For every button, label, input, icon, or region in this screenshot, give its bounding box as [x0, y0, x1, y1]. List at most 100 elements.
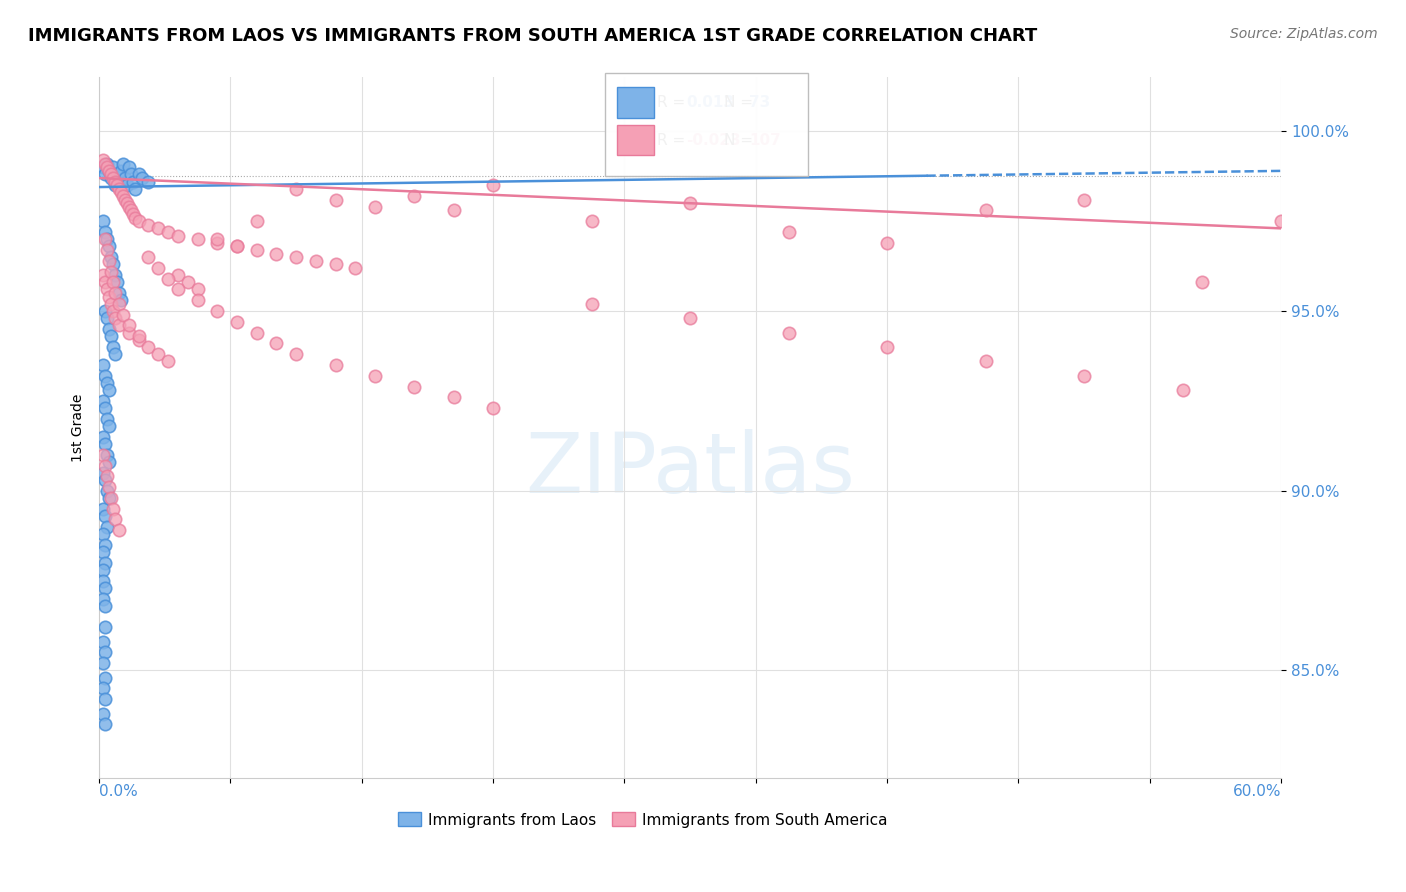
- Point: [94, 717, 117, 731]
- Point: [974, 203, 997, 218]
- Point: [876, 340, 898, 354]
- Text: N =: N =: [724, 133, 754, 147]
- Point: [246, 243, 269, 257]
- Point: [98, 491, 121, 505]
- Point: [98, 480, 121, 494]
- Point: [111, 189, 134, 203]
- Point: [94, 437, 117, 451]
- Point: [364, 200, 387, 214]
- Point: [96, 519, 118, 533]
- Point: [148, 347, 170, 361]
- Point: [91, 161, 114, 175]
- Point: [98, 253, 121, 268]
- Point: [974, 354, 997, 368]
- Point: [101, 340, 124, 354]
- Point: [104, 268, 127, 282]
- Point: [167, 268, 190, 282]
- Point: [157, 225, 180, 239]
- Point: [128, 329, 150, 343]
- Point: [404, 379, 426, 393]
- Text: 0.0%: 0.0%: [100, 784, 138, 799]
- Point: [98, 322, 121, 336]
- Point: [104, 175, 127, 189]
- Point: [108, 297, 131, 311]
- Point: [404, 189, 426, 203]
- Point: [101, 171, 124, 186]
- Point: [91, 706, 114, 721]
- Point: [91, 358, 114, 372]
- Point: [110, 293, 132, 308]
- Point: [91, 448, 114, 462]
- Point: [91, 393, 114, 408]
- Point: [131, 171, 153, 186]
- Point: [91, 657, 114, 671]
- Text: ZIPatlas: ZIPatlas: [526, 429, 855, 510]
- Point: [305, 253, 328, 268]
- Point: [679, 311, 702, 326]
- Point: [443, 203, 465, 218]
- Point: [118, 318, 141, 333]
- Point: [108, 175, 131, 189]
- Point: [1171, 383, 1194, 397]
- Point: [96, 483, 118, 498]
- Point: [94, 275, 117, 289]
- Point: [94, 508, 117, 523]
- Point: [1191, 275, 1213, 289]
- Point: [100, 297, 122, 311]
- Point: [118, 200, 141, 214]
- Point: [101, 501, 124, 516]
- Point: [94, 368, 117, 383]
- Point: [100, 329, 122, 343]
- Point: [138, 250, 160, 264]
- Point: [1073, 193, 1095, 207]
- Point: [104, 347, 127, 361]
- Point: [96, 448, 118, 462]
- Point: [98, 419, 121, 434]
- Point: [96, 157, 118, 171]
- Point: [114, 193, 136, 207]
- Point: [104, 286, 127, 301]
- Point: [94, 157, 117, 171]
- Text: Source: ZipAtlas.com: Source: ZipAtlas.com: [1230, 27, 1378, 41]
- Point: [187, 293, 209, 308]
- Point: [101, 304, 124, 318]
- Point: [121, 175, 143, 189]
- Point: [94, 556, 117, 570]
- Point: [98, 164, 121, 178]
- Point: [98, 164, 121, 178]
- Point: [98, 455, 121, 469]
- Point: [94, 304, 117, 318]
- Point: [325, 358, 347, 372]
- Point: [108, 318, 131, 333]
- Point: [187, 283, 209, 297]
- Text: IMMIGRANTS FROM LAOS VS IMMIGRANTS FROM SOUTH AMERICA 1ST GRADE CORRELATION CHAR: IMMIGRANTS FROM LAOS VS IMMIGRANTS FROM …: [28, 27, 1038, 45]
- Point: [110, 164, 132, 178]
- Point: [876, 235, 898, 250]
- Text: 73: 73: [749, 95, 770, 110]
- Point: [157, 354, 180, 368]
- Point: [100, 168, 122, 182]
- Point: [94, 671, 117, 685]
- Point: [108, 523, 131, 537]
- Point: [118, 326, 141, 340]
- Point: [96, 283, 118, 297]
- Point: [118, 161, 141, 175]
- Point: [115, 178, 138, 193]
- Point: [104, 512, 127, 526]
- Point: [285, 250, 308, 264]
- Point: [104, 178, 127, 193]
- Point: [94, 473, 117, 487]
- Point: [167, 228, 190, 243]
- Point: [94, 581, 117, 595]
- Point: [138, 218, 160, 232]
- Point: [105, 178, 128, 193]
- Point: [124, 182, 146, 196]
- Point: [266, 336, 288, 351]
- Point: [94, 168, 117, 182]
- Point: [91, 526, 114, 541]
- Point: [344, 260, 367, 275]
- Legend: Immigrants from Laos, Immigrants from South America: Immigrants from Laos, Immigrants from So…: [392, 806, 894, 834]
- Point: [96, 412, 118, 426]
- Point: [94, 538, 117, 552]
- Point: [91, 214, 114, 228]
